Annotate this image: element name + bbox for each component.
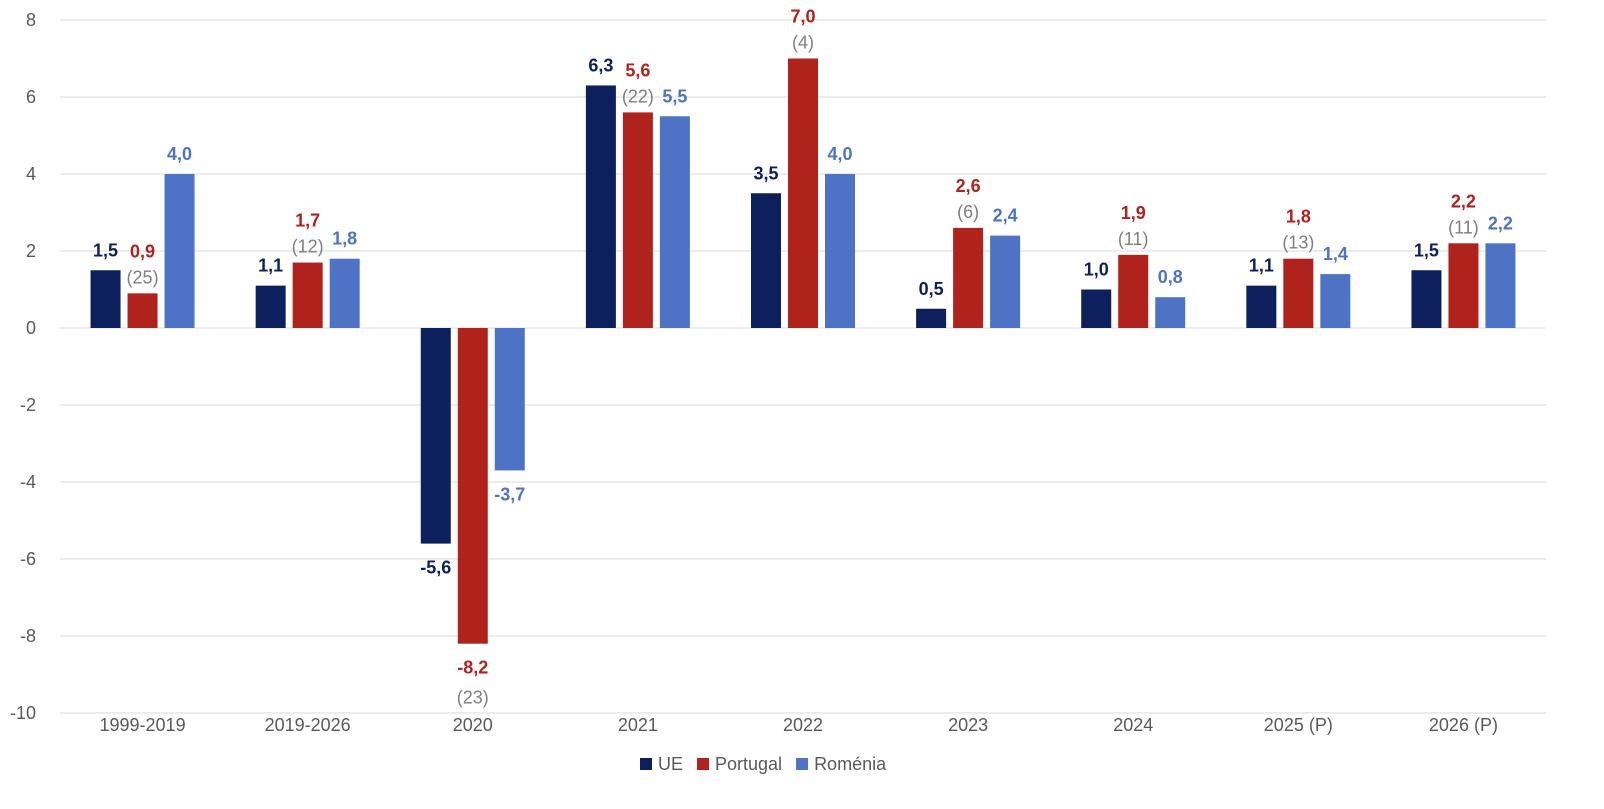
legend-label: Roménia — [814, 754, 887, 774]
bar-romnia — [329, 258, 360, 328]
bar-portugal — [457, 328, 488, 644]
data-label: 1,8 — [1286, 207, 1311, 227]
bar-portugal — [127, 293, 158, 328]
y-tick-label: -6 — [20, 549, 36, 569]
x-tick-label: 2021 — [618, 715, 658, 735]
bar-portugal — [1283, 258, 1314, 328]
data-label: 5,6 — [625, 60, 650, 80]
data-label: 1,8 — [332, 229, 357, 249]
rank-label: (25) — [127, 267, 159, 287]
data-label: 0,8 — [1158, 267, 1183, 287]
data-label: 5,5 — [662, 86, 687, 106]
bar-romnia — [659, 116, 690, 328]
y-tick-label: -8 — [20, 626, 36, 646]
y-axis-ticks: -10 -8 -6 -4 -2 0 2 4 6 8 — [10, 10, 36, 723]
data-label: 1,7 — [295, 211, 320, 231]
x-tick-label: 2019-2026 — [265, 715, 351, 735]
data-label: 1,9 — [1121, 203, 1146, 223]
rank-label: (6) — [957, 202, 979, 222]
data-label: 0,5 — [919, 279, 944, 299]
legend-swatch — [796, 758, 809, 770]
bar-romnia — [1485, 243, 1516, 328]
data-label: -5,6 — [420, 558, 451, 578]
y-tick-label: -2 — [20, 395, 36, 415]
data-label: 4,0 — [827, 144, 852, 164]
rank-label: (22) — [622, 86, 654, 106]
bar-romnia — [1155, 297, 1186, 328]
bar-romnia — [494, 328, 525, 471]
y-tick-label: -10 — [10, 703, 36, 723]
bar-portugal — [953, 227, 984, 328]
data-label: 2,4 — [993, 206, 1018, 226]
data-label: -3,7 — [494, 484, 525, 504]
legend-label: UE — [658, 754, 683, 774]
data-labels: 1,5 0,9 (25) 4,0 1,1 1,7 (12) 1,8 -5,6 -8,2 (23) -3… — [93, 7, 1513, 708]
x-tick-label: 2025 (P) — [1264, 715, 1333, 735]
data-label: 1,4 — [1323, 244, 1348, 264]
data-label: 2,2 — [1488, 213, 1513, 233]
bar-romnia — [990, 235, 1021, 328]
data-label: 1,5 — [1414, 240, 1439, 260]
rank-label: (12) — [292, 237, 324, 257]
bar-ue — [751, 193, 781, 328]
rank-label: (11) — [1448, 217, 1479, 237]
bar-ue — [420, 328, 451, 544]
bar-portugal — [788, 58, 818, 328]
x-tick-label: 2020 — [453, 715, 493, 735]
data-label: 1,1 — [1249, 256, 1274, 276]
data-label: 2,2 — [1451, 191, 1476, 211]
data-label: 1,5 — [93, 240, 118, 260]
y-tick-label: -4 — [20, 472, 36, 492]
data-label: 4,0 — [167, 144, 192, 164]
x-tick-label: 2026 (P) — [1429, 715, 1498, 735]
data-label: -8,2 — [457, 658, 488, 678]
y-tick-label: 0 — [26, 318, 36, 338]
bar-ue — [916, 308, 947, 328]
bar-ue — [1246, 285, 1277, 328]
data-label: 1,1 — [258, 256, 283, 276]
x-tick-label: 2023 — [948, 715, 988, 735]
data-label: 3,5 — [753, 163, 778, 183]
y-tick-label: 6 — [26, 87, 36, 107]
bar-romnia — [1320, 274, 1351, 328]
bar-ue — [1411, 270, 1442, 328]
bar-portugal — [1448, 243, 1479, 328]
bar-portugal — [622, 112, 653, 329]
legend-swatch — [640, 758, 652, 770]
rank-label: (13) — [1282, 233, 1314, 253]
bar-ue — [90, 270, 121, 328]
x-tick-label: 1999-2019 — [100, 715, 186, 735]
x-tick-label: 2024 — [1113, 715, 1153, 735]
x-axis-ticks: 1999-2019 2019-2026 2020 2021 2022 2023 2024 20… — [100, 715, 1498, 735]
data-label: 7,0 — [790, 7, 815, 27]
rank-label: (4) — [792, 33, 814, 53]
legend-swatch — [697, 758, 710, 770]
rank-label: (11) — [1118, 229, 1149, 249]
x-tick-label: 2022 — [783, 715, 823, 735]
rank-label: (23) — [457, 688, 489, 708]
data-label: 2,6 — [956, 176, 981, 196]
data-label: 6,3 — [588, 55, 613, 75]
data-label: 1,0 — [1084, 260, 1109, 280]
bar-portugal — [1118, 254, 1149, 328]
bars — [90, 58, 1516, 644]
legend: UE Portugal Roménia — [640, 754, 887, 774]
legend-label: Portugal — [715, 754, 782, 774]
y-tick-label: 2 — [26, 241, 36, 261]
bar-romnia — [164, 174, 195, 328]
bar-portugal — [292, 262, 323, 328]
y-tick-label: 8 — [26, 10, 36, 30]
y-tick-label: 4 — [26, 164, 36, 184]
data-label: 0,9 — [130, 241, 155, 261]
bar-ue — [585, 85, 616, 328]
bar-ue — [255, 285, 286, 328]
bar-romnia — [825, 174, 855, 328]
bar-ue — [1081, 289, 1112, 328]
